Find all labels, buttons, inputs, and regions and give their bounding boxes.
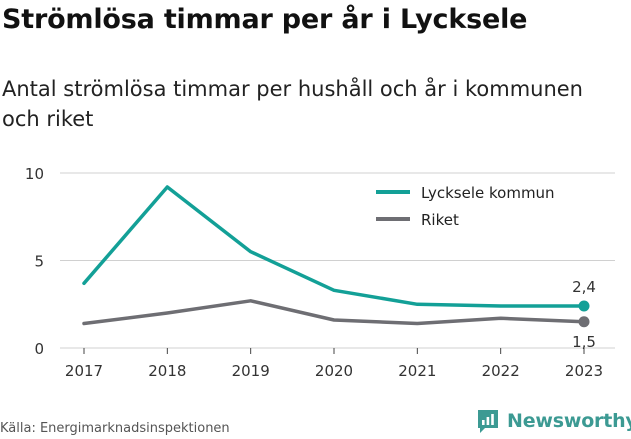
x-tick-label: 2017 bbox=[65, 362, 103, 380]
y-tick-label: 10 bbox=[25, 165, 44, 183]
y-tick-label: 0 bbox=[34, 340, 44, 358]
chart-subtitle: Antal strömlösa timmar per hushåll och å… bbox=[2, 77, 583, 131]
brand-logo: Newsworthy bbox=[476, 408, 631, 434]
legend-label: Riket bbox=[421, 211, 459, 229]
newsworthy-logo-icon bbox=[478, 410, 498, 433]
x-tick-label: 2019 bbox=[232, 362, 270, 380]
x-tick-label: 2018 bbox=[148, 362, 186, 380]
x-tick-label: 2021 bbox=[398, 362, 436, 380]
y-tick-label: 5 bbox=[34, 253, 44, 271]
series-line-lycksele bbox=[82, 185, 586, 308]
x-tick-label: 2020 bbox=[315, 362, 353, 380]
chart-title: Strömlösa timmar per år i Lycksele bbox=[2, 4, 528, 35]
brand-name: Newsworthy bbox=[507, 410, 631, 432]
x-tick-label: 2022 bbox=[482, 362, 520, 380]
source-note: Källa: Energimarknadsinspektionen bbox=[0, 421, 230, 436]
series-end-point bbox=[578, 316, 590, 328]
data-label: 1,5 bbox=[572, 333, 596, 351]
x-tick-label: 2023 bbox=[565, 362, 603, 380]
series-end-point bbox=[578, 300, 590, 312]
series-line-riket bbox=[82, 299, 586, 326]
data-label: 2,4 bbox=[572, 278, 596, 296]
line-chart: 0 5 10 2017 2018 2019 2020 2021 2022 2023 2,4 1,5 Ly… bbox=[25, 165, 615, 380]
legend-label: Lycksele kommun bbox=[421, 184, 555, 202]
